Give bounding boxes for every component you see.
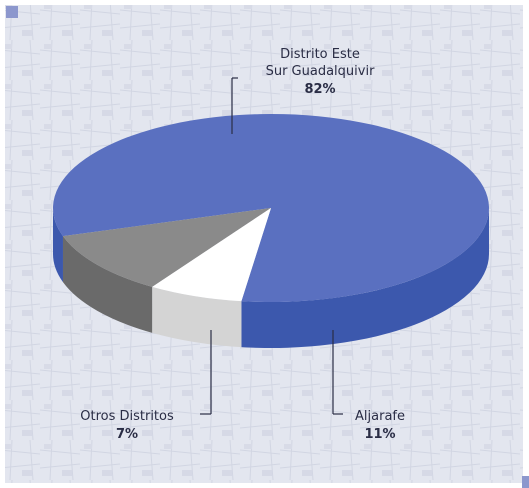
corner-accent-square xyxy=(6,6,18,18)
pie-side-distrito-este-1 xyxy=(241,208,489,348)
slice-value-otros-distritos: 7% xyxy=(116,427,138,442)
pie-top-layer xyxy=(53,114,489,302)
leader-lines xyxy=(200,77,343,415)
slice-value-distrito-este: 82% xyxy=(304,82,335,97)
slice-label-otros-distritos-line-0: Otros Distritos xyxy=(80,409,174,424)
slice-label-aljarafe-line-0: Aljarafe xyxy=(355,409,405,424)
pie-side-distrito-este xyxy=(53,208,63,283)
pie-side-otros-distritos xyxy=(152,286,242,348)
pie-depth-layer xyxy=(53,208,489,348)
pie-slice-aljarafe xyxy=(62,208,271,287)
slice-label-distrito-este-line-1: Sur Guadalquivir xyxy=(266,64,375,79)
slice-labels: Distrito Este Sur Guadalquivir 82% Aljarafe… xyxy=(80,47,405,442)
slice-label-distrito-este-line-0: Distrito Este xyxy=(280,47,360,62)
pie-slice-otros-distritos xyxy=(152,208,271,302)
corner-accent-mark xyxy=(522,476,529,488)
slice-value-aljarafe: 11% xyxy=(364,427,395,442)
pie-side-aljarafe xyxy=(62,236,153,333)
